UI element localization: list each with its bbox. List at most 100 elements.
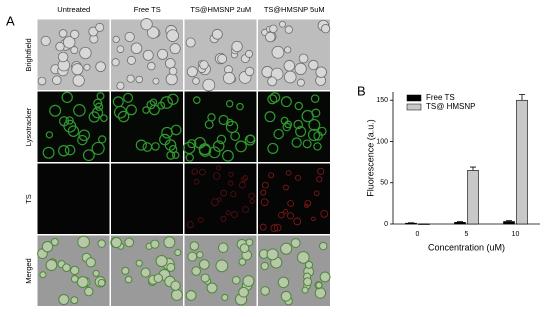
cell <box>112 59 119 66</box>
cell <box>117 82 124 89</box>
cell <box>80 47 92 59</box>
column-header: TS@HMSNP 2uM <box>190 5 251 14</box>
cell <box>125 32 134 41</box>
cell <box>316 282 322 288</box>
cell <box>143 50 153 60</box>
cell <box>71 47 78 54</box>
cell <box>171 290 182 301</box>
cell <box>265 32 275 42</box>
cell <box>186 38 195 47</box>
cell <box>321 24 329 32</box>
row-label: Lysotracker <box>24 107 33 146</box>
cell <box>187 67 197 77</box>
cell <box>96 23 104 31</box>
y-axis-label: Fluorescence (a.u.) <box>365 119 375 197</box>
bar <box>455 222 466 224</box>
cell <box>98 279 105 286</box>
cell <box>267 249 278 260</box>
y-tick-label: 100 <box>376 138 388 145</box>
cell <box>188 252 197 261</box>
cell <box>297 252 309 264</box>
cell <box>41 36 50 45</box>
cell <box>71 266 79 274</box>
y-tick-label: 150 <box>376 97 388 104</box>
cell <box>125 238 134 247</box>
cell <box>141 268 150 277</box>
x-tick-label: 0 <box>416 231 420 238</box>
cell <box>212 29 222 39</box>
cell <box>122 267 129 274</box>
column-header: Free TS <box>134 5 161 14</box>
cell <box>165 58 175 68</box>
cell <box>171 281 180 290</box>
cell <box>270 25 278 33</box>
cell <box>169 67 177 75</box>
cell <box>320 272 330 282</box>
cell <box>167 263 175 271</box>
cell <box>268 77 277 86</box>
cell <box>199 260 209 270</box>
bar <box>504 222 515 224</box>
cell <box>111 238 121 248</box>
cell <box>167 30 179 42</box>
cell <box>279 21 285 27</box>
cell <box>218 54 227 63</box>
cell <box>166 74 177 85</box>
panel-label: B <box>357 83 366 98</box>
cell <box>284 60 295 71</box>
cell <box>125 276 132 283</box>
cell <box>239 259 246 266</box>
cell <box>148 62 156 70</box>
row-label: TS <box>24 194 33 204</box>
cell <box>113 36 119 42</box>
cell <box>315 288 325 298</box>
error-bar <box>470 167 476 170</box>
cell <box>272 46 284 58</box>
cell <box>281 243 292 254</box>
micrograph <box>111 164 183 235</box>
bar <box>517 100 528 224</box>
cell <box>239 287 249 297</box>
legend-label: Free TS <box>426 93 455 102</box>
cell <box>291 239 300 248</box>
cell <box>207 283 217 293</box>
cell <box>164 237 175 248</box>
cell <box>71 297 78 304</box>
cell <box>197 252 203 258</box>
cell <box>232 276 240 284</box>
cell <box>136 260 142 266</box>
cell <box>52 76 61 85</box>
cell <box>316 67 327 78</box>
y-tick-label: 0 <box>384 221 388 228</box>
cell <box>93 270 99 276</box>
cell <box>320 242 327 249</box>
cell <box>63 264 71 272</box>
cell <box>285 26 292 33</box>
cell <box>136 76 143 83</box>
cell <box>51 239 58 246</box>
cell <box>261 287 270 296</box>
column-header: TS@HMSNP 5uM <box>264 5 325 14</box>
panel-label: A <box>6 13 15 28</box>
cell <box>309 60 318 69</box>
cell <box>243 276 254 287</box>
cell <box>141 18 152 29</box>
cell <box>201 274 209 282</box>
cell <box>117 46 124 53</box>
x-tick-label: 5 <box>465 231 469 238</box>
cell <box>203 79 215 91</box>
micrograph <box>38 92 110 163</box>
cell <box>127 56 135 64</box>
cell <box>153 78 159 84</box>
cell <box>170 43 180 53</box>
cell <box>84 64 90 70</box>
cell <box>186 291 196 301</box>
legend-label: TS@ HMSNP <box>426 102 475 111</box>
cell <box>193 78 200 85</box>
cell <box>278 277 289 288</box>
bar <box>406 223 417 224</box>
cell <box>73 75 84 86</box>
